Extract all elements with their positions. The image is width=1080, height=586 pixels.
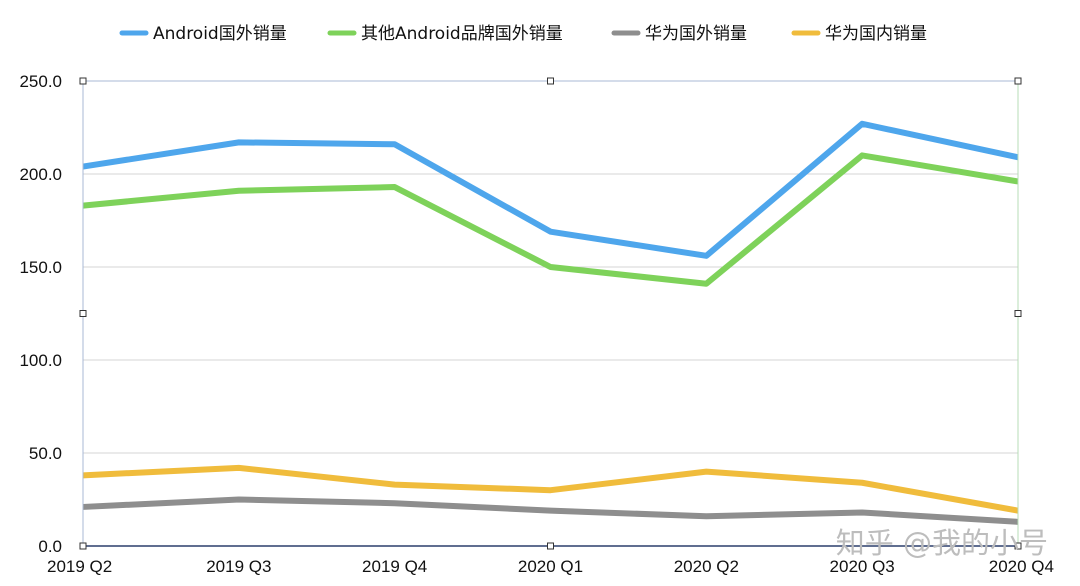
resize-handle[interactable] [79, 77, 87, 85]
series-line [82, 464, 1019, 514]
selection-handles[interactable] [79, 77, 1022, 550]
y-axis-ticks: 0.0 50.0 100.0 150.0 200.0 250.0 [19, 72, 62, 556]
x-tick-label: 2019 Q2 [47, 557, 112, 576]
series-lines [82, 120, 1019, 525]
series-line [82, 496, 1019, 525]
y-tick-label: 250.0 [19, 72, 62, 91]
x-axis-ticks: 2019 Q2 2019 Q3 2019 Q4 2020 Q1 2020 Q2 2020 … [47, 557, 1054, 576]
x-tick-label: 2020 Q4 [989, 557, 1054, 576]
legend-label: 华为国内销量 [825, 24, 927, 44]
y-tick-label: 0.0 [38, 537, 62, 556]
x-tick-label: 2020 Q2 [674, 557, 739, 576]
x-tick-label: 2020 Q3 [830, 557, 895, 576]
resize-handle[interactable] [1014, 310, 1022, 317]
axes [82, 80, 1019, 547]
series-line [82, 120, 1019, 259]
y-tick-label: 200.0 [19, 165, 62, 184]
legend-label: 其他Android品牌国外销量 [361, 24, 563, 44]
resize-handle[interactable] [547, 542, 554, 550]
watermark: 知乎 @我的小号 [836, 526, 1048, 560]
legend-label: 华为国外销量 [645, 24, 747, 44]
y-tick-label: 100.0 [19, 351, 62, 370]
resize-handle[interactable] [79, 310, 87, 317]
y-tick-label: 150.0 [19, 258, 62, 277]
x-tick-label: 2019 Q4 [362, 557, 427, 576]
series-line [82, 152, 1019, 287]
resize-handle[interactable] [1014, 542, 1022, 550]
resize-handle[interactable] [1014, 77, 1022, 85]
y-tick-label: 50.0 [29, 444, 62, 463]
resize-handle[interactable] [547, 77, 554, 85]
x-tick-label: 2020 Q1 [518, 557, 583, 576]
x-tick-label: 2019 Q3 [206, 557, 271, 576]
resize-handle[interactable] [79, 542, 87, 550]
legend-label: Android国外销量 [153, 24, 287, 44]
legend: Android国外销量 其他Android品牌国外销量 华为国外销量 华为国内销量 [119, 24, 927, 44]
